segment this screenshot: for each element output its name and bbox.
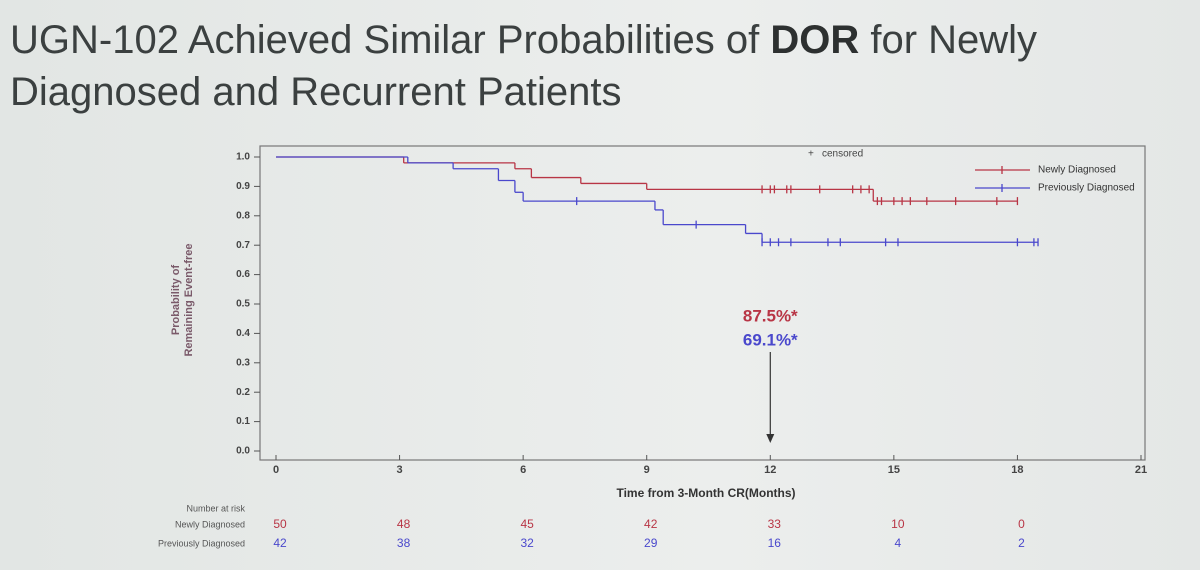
y-tick-label: 0.4 bbox=[236, 328, 250, 339]
risk-value: 42 bbox=[273, 536, 287, 550]
risk-value: 50 bbox=[273, 517, 287, 531]
x-tick-label: 12 bbox=[764, 464, 776, 476]
annotation: 87.5%* bbox=[743, 306, 798, 325]
arrow-head bbox=[766, 434, 775, 443]
risk-row-name: Newly Diagnosed bbox=[175, 519, 245, 529]
y-tick-label: 0.3 bbox=[236, 357, 250, 368]
legend-label: Newly Diagnosed bbox=[1038, 165, 1116, 176]
risk-value: 32 bbox=[520, 536, 534, 550]
y-tick-label: 0.1 bbox=[236, 416, 250, 427]
x-tick-label: 9 bbox=[644, 464, 650, 476]
title-line: UGN-102 Achieved Similar Probabilities o… bbox=[10, 14, 1200, 66]
y-axis-label: Probability of bbox=[170, 265, 182, 336]
x-tick-label: 15 bbox=[888, 464, 900, 476]
risk-value: 38 bbox=[397, 536, 411, 550]
y-tick-label: 0.0 bbox=[236, 446, 250, 457]
x-tick-label: 6 bbox=[520, 464, 526, 476]
slide-title: UGN-102 Achieved Similar Probabilities o… bbox=[10, 14, 1200, 118]
y-tick-label: 0.2 bbox=[236, 387, 250, 398]
risk-row-name: Previously Diagnosed bbox=[158, 538, 245, 548]
y-tick-label: 0.5 bbox=[236, 299, 250, 310]
y-tick-label: 0.8 bbox=[236, 210, 250, 221]
risk-value: 42 bbox=[644, 517, 658, 531]
legend-label: Previously Diagnosed bbox=[1038, 183, 1135, 194]
title-line: Diagnosed and Recurrent Patients bbox=[10, 70, 622, 114]
annotation: 69.1%* bbox=[743, 330, 798, 349]
y-axis-label: Remaining Event-free bbox=[183, 243, 195, 356]
risk-value: 45 bbox=[520, 517, 534, 531]
title-part: for Newly bbox=[859, 18, 1038, 62]
y-tick-label: 0.6 bbox=[236, 269, 250, 280]
censor-legend-label: censored bbox=[822, 149, 863, 160]
x-tick-label: 21 bbox=[1135, 464, 1147, 476]
risk-value: 16 bbox=[768, 536, 782, 550]
title-part: DOR bbox=[770, 18, 860, 62]
risk-value: 33 bbox=[768, 517, 782, 531]
risk-value: 48 bbox=[397, 517, 411, 531]
y-tick-label: 0.7 bbox=[236, 240, 250, 251]
x-tick-label: 18 bbox=[1011, 464, 1023, 476]
y-tick-label: 0.9 bbox=[236, 181, 250, 192]
risk-value: 0 bbox=[1018, 517, 1025, 531]
x-tick-label: 3 bbox=[397, 464, 403, 476]
plot-frame bbox=[259, 145, 1146, 461]
risk-title: Number at risk bbox=[186, 503, 245, 513]
y-tick-label: 1.0 bbox=[236, 152, 250, 163]
risk-value: 10 bbox=[891, 517, 905, 531]
risk-value: 4 bbox=[895, 536, 902, 550]
risk-value: 29 bbox=[644, 536, 658, 550]
censor-legend-mark: + bbox=[808, 149, 814, 160]
title-part: UGN-102 Achieved Similar Probabilities o… bbox=[10, 18, 771, 62]
risk-value: 2 bbox=[1018, 536, 1025, 550]
x-axis-label: Time from 3-Month CR(Months) bbox=[616, 486, 795, 500]
x-tick-label: 0 bbox=[273, 464, 279, 476]
